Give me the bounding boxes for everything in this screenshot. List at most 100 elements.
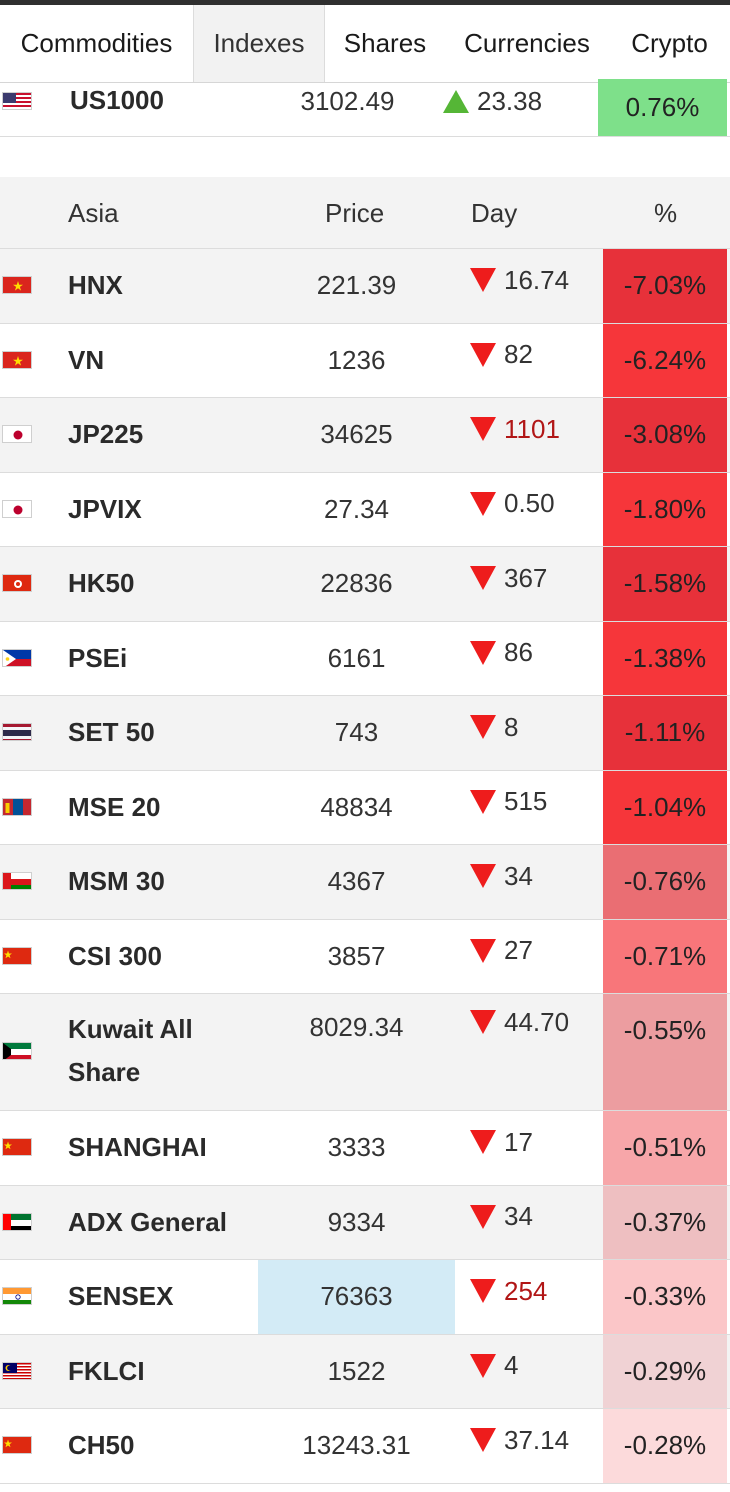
index-day-change: 86 xyxy=(470,637,533,669)
index-name: PSEi xyxy=(68,642,128,673)
flag-kw-icon xyxy=(2,1042,32,1060)
table-row-us1000[interactable]: US1000 3102.49 23.38 0.76% xyxy=(0,79,730,137)
table-row[interactable]: SET 50 743 8 -1.11% xyxy=(0,696,730,771)
arrow-down-icon xyxy=(470,864,496,889)
arrow-down-icon xyxy=(470,566,496,591)
tab-indexes[interactable]: Indexes xyxy=(193,5,325,82)
index-price: 221.39 xyxy=(316,270,397,301)
index-percent-change: -1.38% xyxy=(603,621,727,695)
index-price: 34625 xyxy=(320,419,393,450)
index-name: SENSEX xyxy=(68,1281,174,1312)
arrow-down-icon xyxy=(470,715,496,740)
flag-ae-icon xyxy=(2,1212,32,1231)
index-percent-change: -3.08% xyxy=(603,398,727,472)
flag-hk-icon xyxy=(2,574,32,593)
flag-cn-icon xyxy=(2,1436,32,1455)
index-day-change: 0.50 xyxy=(470,488,555,520)
flag-om-icon xyxy=(2,872,32,891)
arrow-down-icon xyxy=(470,938,496,963)
index-price: 9334 xyxy=(327,1206,386,1237)
index-name: CSI 300 xyxy=(68,940,162,971)
index-price: 743 xyxy=(334,717,379,748)
index-name: JPVIX xyxy=(68,493,142,524)
header-percent[interactable]: % xyxy=(654,197,678,228)
header-price[interactable]: Price xyxy=(325,197,385,228)
table-row[interactable]: VN 1236 82 -6.24% xyxy=(0,323,730,398)
index-percent-change: -0.37% xyxy=(603,1185,727,1259)
flag-in-icon xyxy=(2,1287,32,1306)
index-price: 1522 xyxy=(327,1355,386,1386)
header-region: Asia xyxy=(68,197,119,228)
table-row[interactable]: JP225 34625 1101 -3.08% xyxy=(0,398,730,473)
flag-cn-icon xyxy=(2,946,32,965)
flag-us-icon xyxy=(2,92,32,110)
table-row[interactable]: HNX 221.39 16.74 -7.03% xyxy=(0,249,730,324)
arrow-down-icon xyxy=(470,789,496,814)
index-day-change: 16.74 xyxy=(470,264,569,296)
index-name: CH50 xyxy=(68,1430,135,1461)
index-name: US1000 xyxy=(70,85,164,115)
index-percent-change: -1.04% xyxy=(603,770,727,844)
arrow-up-icon xyxy=(443,89,469,113)
table-row[interactable]: MSM 30 4367 34 -0.76% xyxy=(0,845,730,920)
index-day-change: 27 xyxy=(470,935,533,967)
flag-ph-icon xyxy=(2,648,32,667)
index-price: 3333 xyxy=(327,1132,386,1163)
index-price: 48834 xyxy=(320,791,393,822)
table-row[interactable]: CSI 300 3857 27 -0.71% xyxy=(0,919,730,994)
arrow-down-icon xyxy=(470,1428,496,1453)
arrow-down-icon xyxy=(470,1130,496,1155)
tab-currencies[interactable]: Currencies xyxy=(464,28,590,58)
index-day-change: 23.38 xyxy=(443,84,542,118)
table-row[interactable]: JPVIX 27.34 0.50 -1.80% xyxy=(0,472,730,547)
flag-vn-icon xyxy=(2,276,32,295)
index-day-change: 34 xyxy=(470,860,533,892)
arrow-down-icon xyxy=(470,491,496,516)
index-price: 6161 xyxy=(327,642,386,673)
index-percent-change: -1.11% xyxy=(603,696,727,770)
index-name: SET 50 xyxy=(68,717,155,748)
table-row[interactable]: SENSEX 76363 254 -0.33% xyxy=(0,1260,730,1335)
flag-mn-icon xyxy=(2,797,32,816)
index-price: 76363 xyxy=(258,1260,455,1334)
index-day-change: 367 xyxy=(470,562,547,594)
tab-commodities[interactable]: Commodities xyxy=(20,28,173,58)
header-day[interactable]: Day xyxy=(471,197,518,228)
tab-shares[interactable]: Shares xyxy=(343,28,427,58)
table-row[interactable]: MSE 20 48834 515 -1.04% xyxy=(0,770,730,845)
table-row[interactable]: HK50 22836 367 -1.58% xyxy=(0,547,730,622)
index-name: HK50 xyxy=(68,568,135,599)
arrow-down-icon xyxy=(470,1204,496,1229)
index-day-change: 1101 xyxy=(470,413,560,445)
index-day-change: 44.70 xyxy=(470,1006,569,1038)
tab-crypto[interactable]: Crypto xyxy=(631,28,708,58)
flag-jp-icon xyxy=(2,499,32,518)
index-price: 22836 xyxy=(320,568,393,599)
arrow-down-icon xyxy=(470,268,496,293)
index-name: Kuwait All Share xyxy=(68,1014,193,1087)
index-name: JP225 xyxy=(68,419,144,450)
table-row[interactable]: SHANGHAI 3333 17 -0.51% xyxy=(0,1111,730,1186)
top-status-strip xyxy=(0,0,730,5)
index-name: MSE 20 xyxy=(68,791,161,822)
index-percent-change: -1.80% xyxy=(603,472,727,546)
arrow-down-icon xyxy=(470,1010,496,1034)
index-name: FKLCI xyxy=(68,1355,145,1386)
index-name: VN xyxy=(68,344,105,375)
index-percent-change: -6.24% xyxy=(603,323,727,397)
index-day-change: 37.14 xyxy=(470,1424,569,1456)
arrow-down-icon xyxy=(470,640,496,665)
arrow-down-icon xyxy=(470,1279,496,1304)
table-row[interactable]: PSEi 6161 86 -1.38% xyxy=(0,621,730,696)
asia-table-header: Asia Price Day % xyxy=(0,177,730,249)
flag-cn-icon xyxy=(2,1138,32,1157)
index-day-change: 34 xyxy=(470,1201,533,1233)
table-row[interactable]: Kuwait All Share 8029.34 44.70 -0.55% xyxy=(0,994,730,1111)
index-day-change: 8 xyxy=(470,711,518,743)
table-row[interactable]: FKLCI 1522 4 -0.29% xyxy=(0,1334,730,1409)
index-percent-change: -0.29% xyxy=(603,1334,727,1408)
table-row[interactable]: CH50 13243.31 37.14 -0.28% xyxy=(0,1409,730,1484)
index-percent-change: -0.28% xyxy=(603,1409,727,1483)
table-row[interactable]: ADX General 9334 34 -0.37% xyxy=(0,1185,730,1260)
flag-my-icon xyxy=(2,1361,32,1380)
